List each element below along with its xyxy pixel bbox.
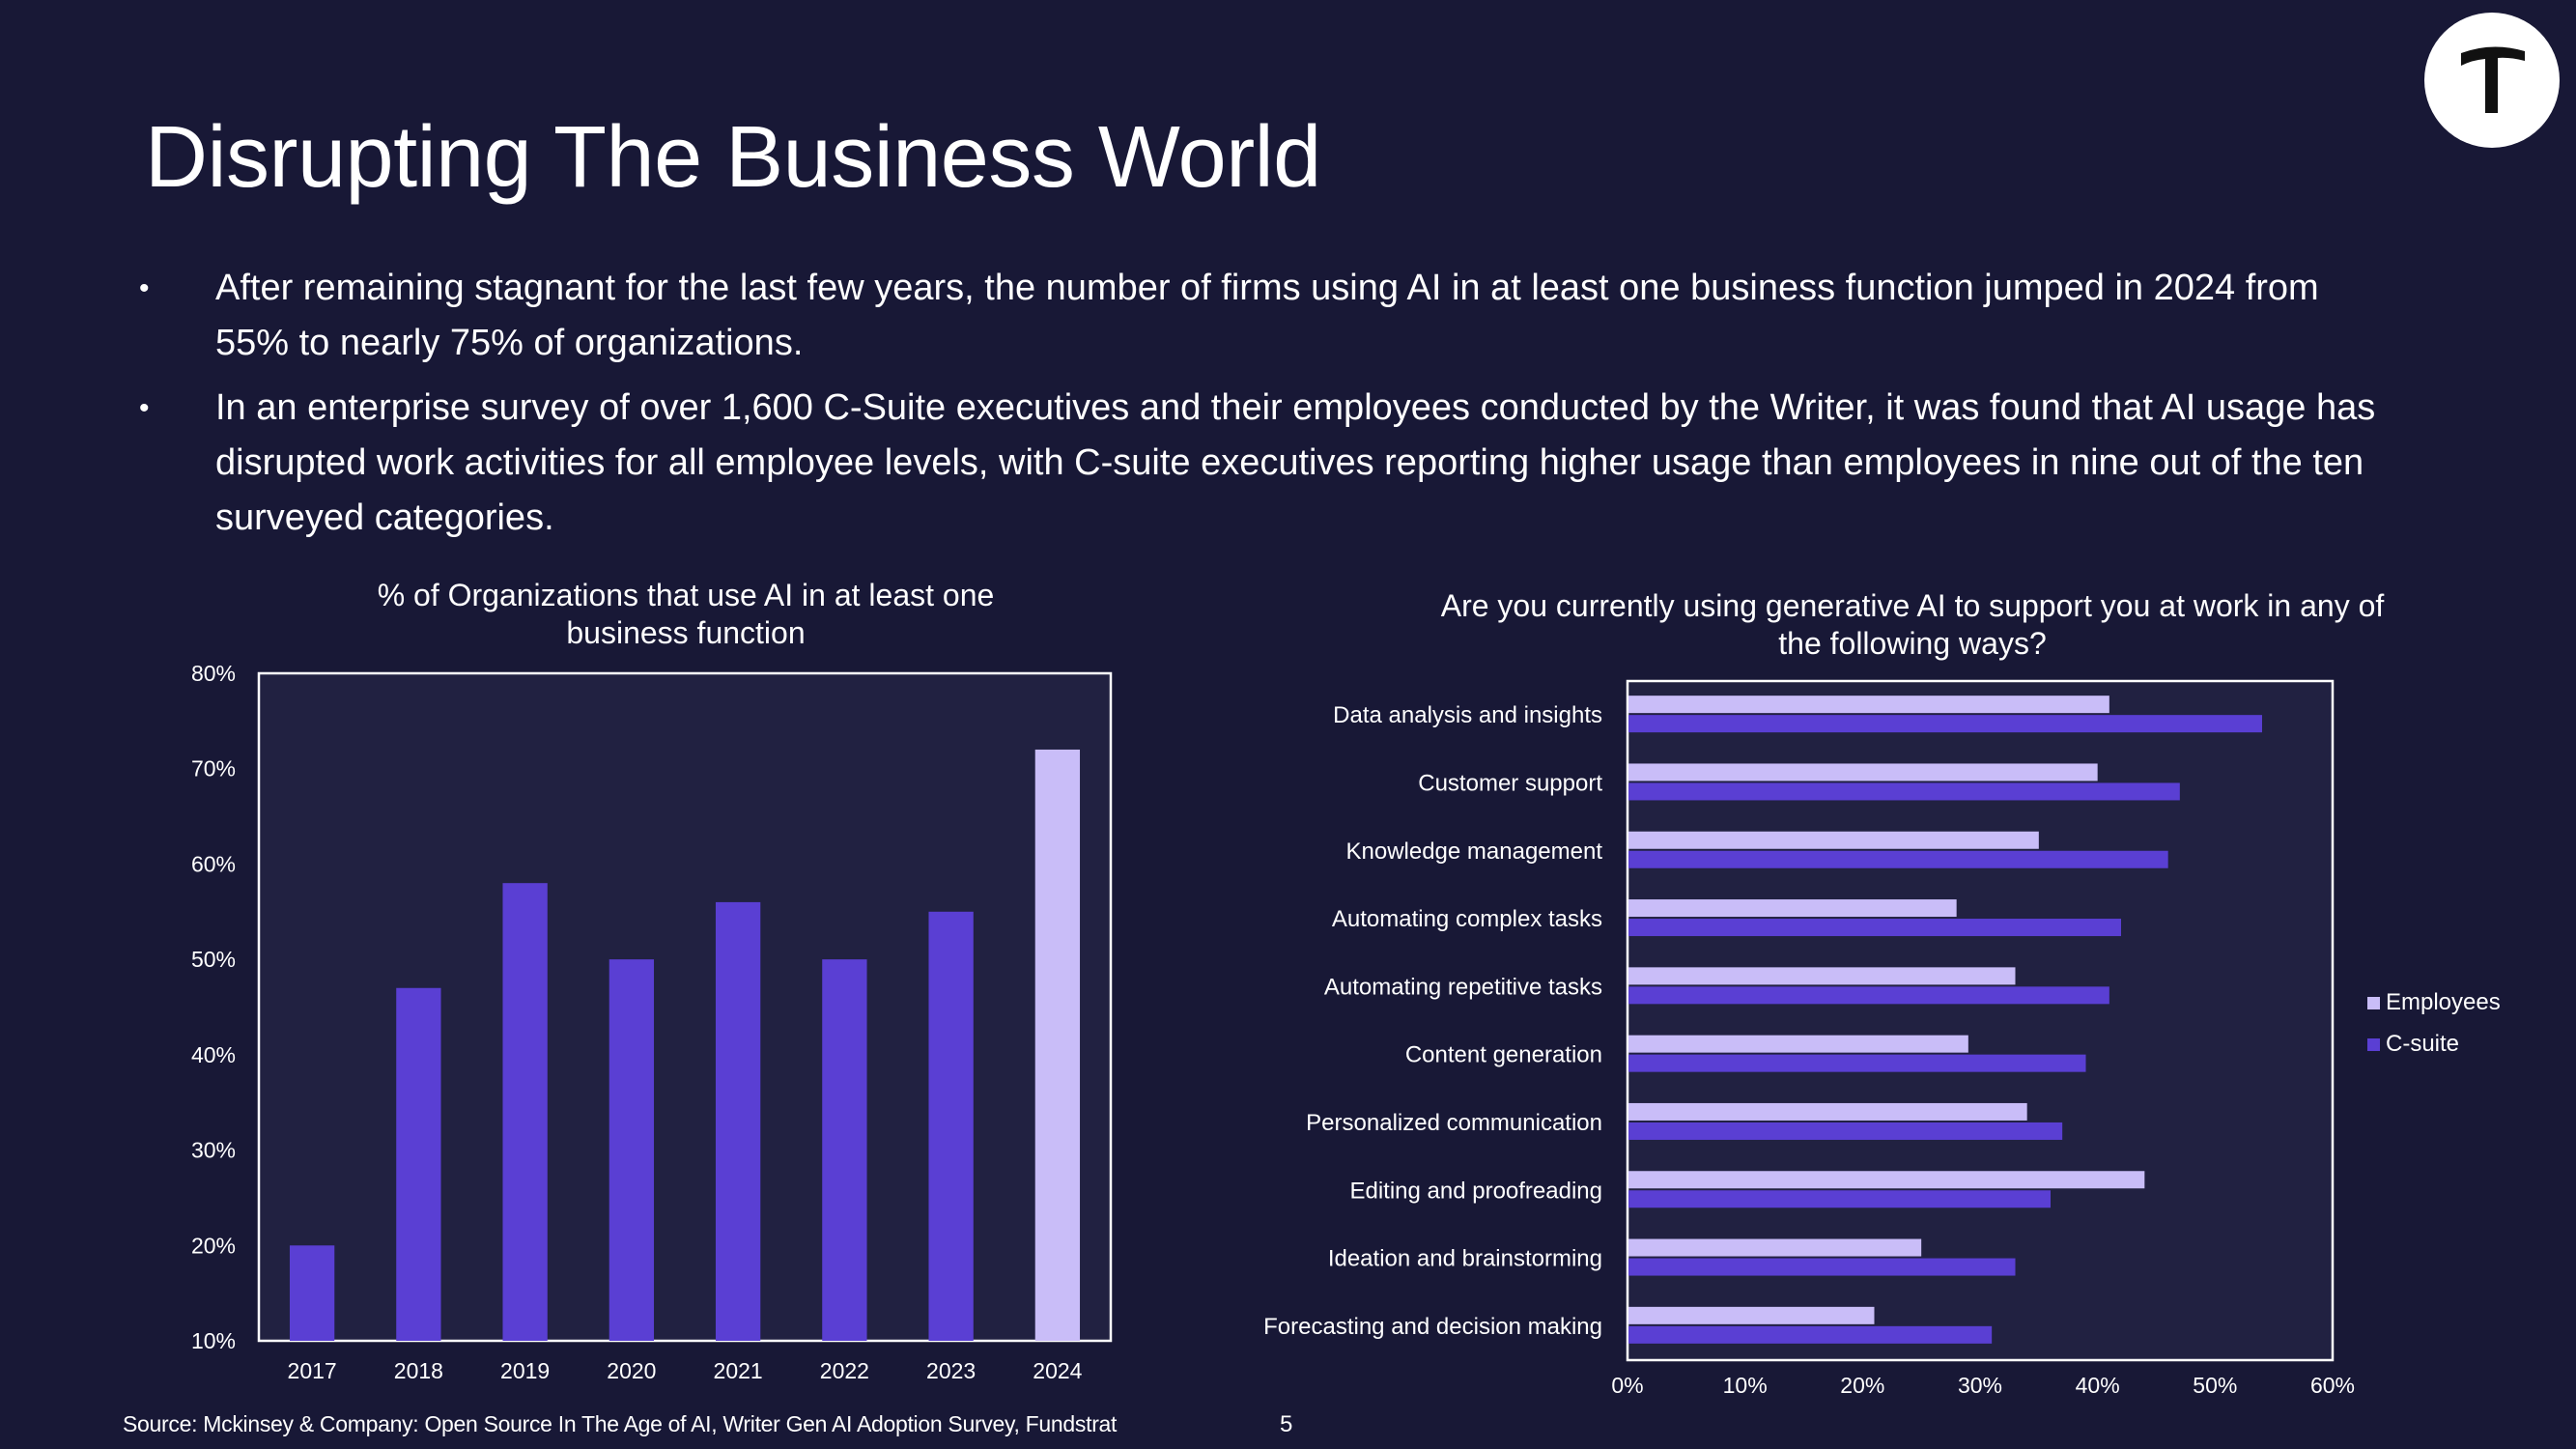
y-tick-label: 20%	[191, 1233, 236, 1258]
bar	[1628, 1035, 1968, 1053]
bar	[1034, 749, 1081, 1341]
legend-swatch	[2367, 1038, 2380, 1051]
category-label: Knowledge management	[1345, 838, 1602, 865]
bar	[1628, 1102, 2027, 1121]
x-tick-label: 2017	[288, 1358, 337, 1383]
bar-chart-title-line: % of Organizations that use AI in at lea…	[377, 578, 995, 612]
bar	[822, 959, 867, 1341]
page-number: 5	[1280, 1411, 1293, 1437]
bar	[1628, 1258, 2016, 1276]
category-label: Automating complex tasks	[1332, 906, 1602, 932]
x-tick-label: 60%	[2310, 1373, 2355, 1398]
category-label: Personalized communication	[1306, 1110, 1602, 1136]
category-label: Data analysis and insights	[1333, 702, 1602, 728]
y-tick-label: 70%	[191, 756, 236, 781]
hbar-chart-title: Are you currently using generative AI to…	[1362, 587, 2463, 663]
bar	[1628, 1054, 2086, 1072]
bullet-item: • In an enterprise survey of over 1,600 …	[135, 381, 2386, 546]
bar	[1628, 919, 2121, 937]
bar	[1628, 1171, 2145, 1189]
legend-label: C-suite	[2386, 1031, 2459, 1057]
bullet-text: In an enterprise survey of over 1,600 C-…	[215, 387, 2376, 538]
hbar-chart-title-line: the following ways?	[1778, 626, 2047, 661]
bar	[1628, 986, 2109, 1005]
source-note: Source: Mckinsey & Company: Open Source …	[123, 1411, 1118, 1436]
bar	[289, 1245, 335, 1341]
bar	[928, 911, 974, 1341]
bar-chart-title-line: business function	[566, 615, 806, 650]
bar	[396, 987, 441, 1341]
bar	[1628, 850, 2168, 868]
y-tick-label: 60%	[191, 851, 236, 876]
y-tick-label: 10%	[191, 1328, 236, 1353]
x-tick-label: 30%	[1958, 1373, 2002, 1398]
x-tick-label: 2021	[714, 1358, 763, 1383]
bullet-text: After remaining stagnant for the last fe…	[215, 268, 2319, 363]
hbar-chart-title-line: Are you currently using generative AI to…	[1440, 588, 2385, 623]
x-tick-label: 10%	[1723, 1373, 1768, 1398]
bullet-list: • After remaining stagnant for the last …	[135, 261, 2386, 555]
bar	[1628, 1325, 1993, 1344]
category-label: Editing and proofreading	[1349, 1178, 1602, 1204]
bar	[1628, 967, 2016, 985]
category-label: Automating repetitive tasks	[1324, 974, 1602, 1000]
bar	[1628, 831, 2039, 849]
y-tick-label: 30%	[191, 1138, 236, 1163]
category-label: Forecasting and decision making	[1263, 1314, 1602, 1340]
bar	[1628, 696, 2109, 714]
bar	[1628, 715, 2262, 733]
y-tick-label: 50%	[191, 947, 236, 972]
x-tick-label: 2024	[1033, 1358, 1082, 1383]
bar	[609, 959, 655, 1341]
y-tick-label: 80%	[191, 661, 236, 686]
bullet-item: • After remaining stagnant for the last …	[135, 261, 2386, 371]
x-tick-label: 2019	[500, 1358, 550, 1383]
bar	[1628, 899, 1957, 918]
bar	[1628, 1238, 1922, 1257]
bar-chart-title: % of Organizations that use AI in at lea…	[319, 577, 1053, 652]
bar	[1628, 763, 2098, 781]
x-tick-label: 20%	[1840, 1373, 1884, 1398]
x-tick-label: 2020	[607, 1358, 656, 1383]
bar	[715, 901, 761, 1341]
bullet-glyph: •	[139, 392, 150, 424]
x-tick-label: 2018	[394, 1358, 443, 1383]
bar	[502, 883, 548, 1341]
slide-title: Disrupting The Business World	[145, 109, 1321, 206]
bar	[1628, 1306, 1875, 1324]
x-tick-label: 2022	[820, 1358, 869, 1383]
x-tick-label: 40%	[2076, 1373, 2120, 1398]
bar	[1628, 1122, 2063, 1140]
x-tick-label: 50%	[2193, 1373, 2237, 1398]
category-label: Ideation and brainstorming	[1328, 1246, 1602, 1272]
legend-label: Employees	[2386, 989, 2501, 1015]
bullet-glyph: •	[139, 272, 150, 304]
bar	[1628, 782, 2180, 801]
legend-swatch	[2367, 997, 2380, 1009]
category-label: Customer support	[1418, 770, 1602, 796]
t-logo-icon	[2424, 13, 2560, 148]
x-tick-label: 2023	[926, 1358, 976, 1383]
category-label: Content generation	[1405, 1042, 1602, 1068]
x-tick-label: 0%	[1611, 1373, 1643, 1398]
y-tick-label: 40%	[191, 1042, 236, 1067]
bar-chart-plot-area	[257, 671, 1113, 1343]
bar	[1628, 1190, 2051, 1208]
